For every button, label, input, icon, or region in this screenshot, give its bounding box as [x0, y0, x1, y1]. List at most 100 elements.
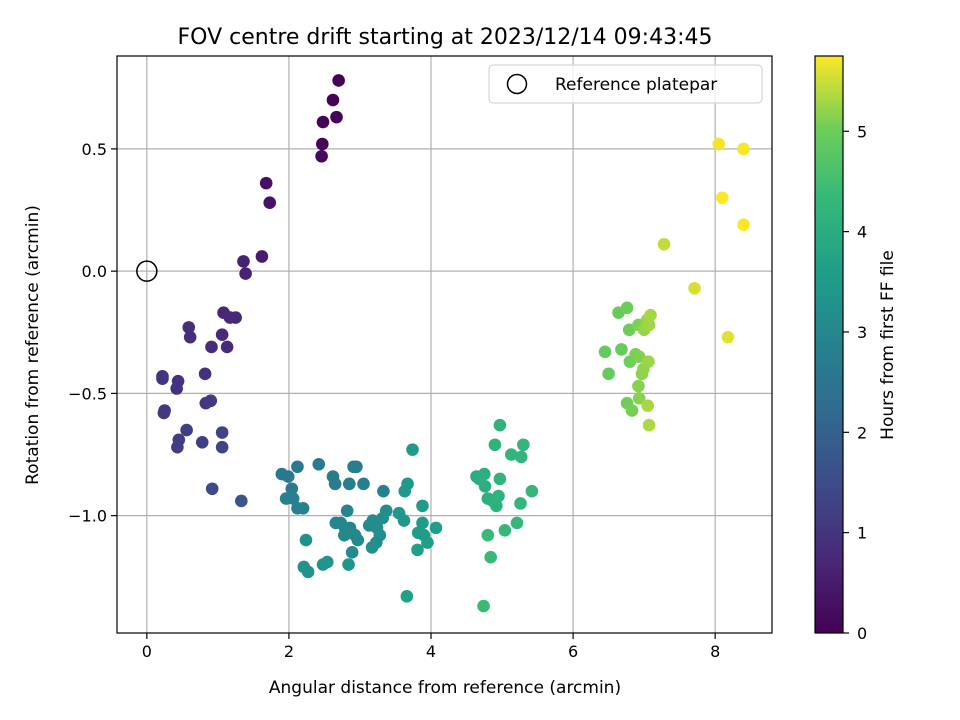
data-point: [514, 450, 528, 464]
data-point: [602, 367, 615, 381]
data-point: [510, 516, 524, 530]
data-point: [315, 149, 328, 163]
data-point: [657, 237, 671, 251]
data-point: [205, 340, 218, 354]
y-tick-label: −1.0: [68, 507, 107, 526]
data-point: [688, 281, 701, 295]
data-point: [296, 502, 310, 515]
data-point: [285, 482, 299, 496]
data-point: [493, 472, 507, 486]
data-point: [215, 426, 229, 439]
data-point: [490, 499, 503, 513]
legend-reference-icon: [506, 73, 528, 95]
colorbar-tick-label: 4: [857, 223, 867, 242]
data-point: [204, 394, 218, 408]
data-point: [721, 330, 735, 344]
data-point: [365, 541, 379, 554]
data-point: [316, 115, 330, 129]
data-point: [205, 482, 219, 496]
data-point: [171, 440, 184, 454]
colorbar-tick-label: 0: [857, 624, 867, 643]
data-point: [157, 406, 171, 420]
data-point: [330, 110, 343, 124]
data-point: [622, 323, 636, 337]
data-point: [281, 470, 295, 483]
y-axis-label: Rotation from reference (arcmin): [23, 205, 43, 485]
data-point: [229, 311, 242, 324]
colorbar-tick-label: 2: [857, 423, 867, 442]
y-tick-label: 0.0: [82, 262, 107, 281]
data-point: [340, 504, 354, 518]
data-point: [180, 423, 193, 437]
data-point: [235, 494, 248, 508]
colorbar-tick-label: 1: [857, 524, 867, 543]
colorbar-tick-label: 3: [857, 323, 867, 342]
x-tick-label: 6: [568, 642, 578, 661]
data-point: [215, 440, 229, 454]
data-point: [377, 484, 390, 498]
data-point: [326, 93, 340, 107]
y-tick-label: 0.5: [82, 140, 107, 159]
data-point: [170, 382, 183, 395]
data-point: [715, 191, 729, 205]
data-point: [332, 74, 345, 87]
data-point: [632, 350, 646, 364]
data-point: [263, 196, 277, 209]
data-point: [712, 137, 726, 151]
reference-marker: [136, 260, 158, 282]
x-axis: 0 2 4 6 8: [142, 633, 720, 661]
data-point: [299, 533, 313, 547]
colorbar-ticks: 0 1 2 3 4 5: [843, 122, 867, 643]
legend-entry-reference: Reference platepar: [555, 75, 717, 95]
data-point: [397, 514, 411, 527]
data-point: [351, 533, 365, 547]
data-point: [642, 318, 656, 332]
data-point: [421, 536, 434, 549]
data-point: [379, 504, 393, 518]
data-point: [517, 438, 530, 452]
data-point: [481, 528, 495, 542]
data-point: [493, 418, 507, 432]
data-point: [215, 328, 229, 342]
data-point: [625, 404, 639, 417]
gridlines: [117, 56, 772, 633]
data-point: [411, 543, 424, 557]
data-points: [156, 74, 750, 613]
data-point: [642, 418, 656, 432]
x-tick-label: 0: [142, 642, 152, 661]
data-point: [237, 255, 250, 268]
data-point: [357, 477, 370, 491]
legend: Reference platepar: [488, 64, 763, 104]
data-point: [632, 379, 645, 393]
data-point: [312, 458, 326, 471]
data-point: [342, 558, 355, 571]
data-point: [504, 448, 518, 461]
data-point: [400, 590, 414, 603]
data-point: [641, 399, 654, 412]
data-point: [514, 497, 527, 510]
data-point: [737, 218, 750, 231]
data-point: [492, 489, 505, 503]
data-point: [345, 546, 359, 559]
data-point: [259, 176, 273, 190]
data-point: [642, 355, 655, 368]
data-point: [338, 528, 351, 542]
x-axis-label: Angular distance from reference (arcmin): [269, 678, 621, 698]
data-point: [301, 565, 315, 579]
data-point: [429, 521, 443, 535]
colorbar-label: Hours from first FF file: [878, 250, 898, 440]
data-point: [350, 460, 363, 474]
legend-box: [488, 64, 763, 104]
x-tick-label: 8: [710, 642, 720, 661]
x-tick-label: 2: [284, 642, 294, 661]
data-point: [525, 484, 539, 498]
data-point: [416, 499, 429, 513]
data-point: [416, 516, 429, 530]
data-point: [737, 142, 750, 156]
data-point: [255, 250, 269, 263]
y-tick-label: −0.5: [68, 384, 107, 403]
data-point: [182, 321, 196, 334]
reference-platepar-marker: [136, 260, 158, 282]
data-point: [477, 599, 490, 613]
